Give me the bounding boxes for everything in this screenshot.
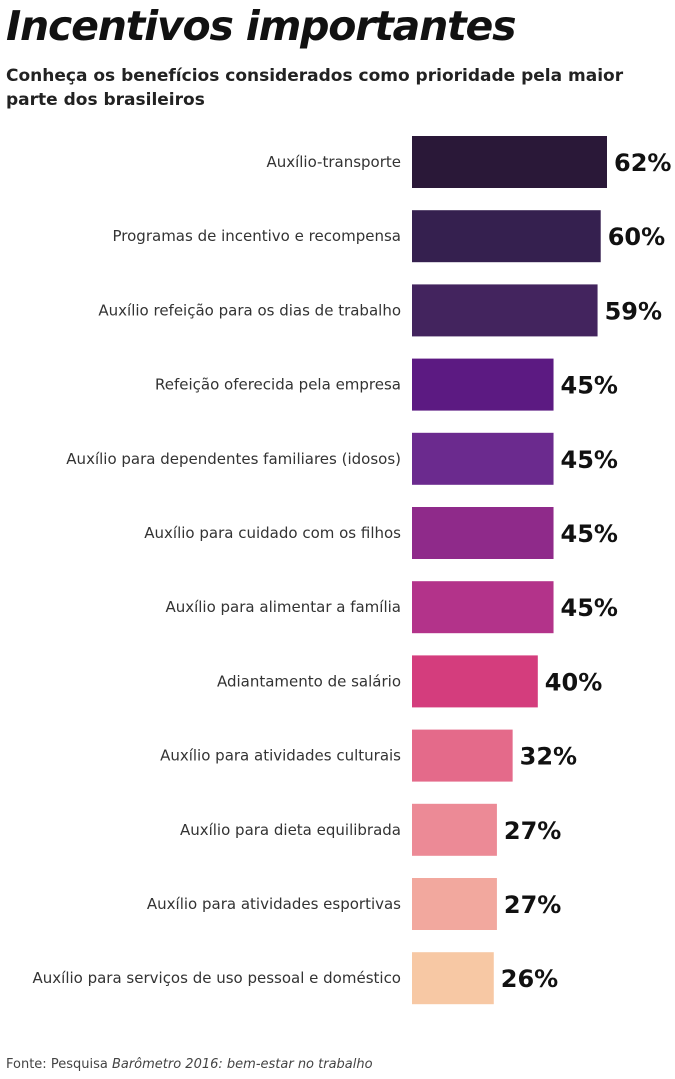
value-label-10: 27% bbox=[504, 817, 561, 845]
bar-11 bbox=[412, 878, 497, 930]
category-label-7: Auxílio para alimentar a família bbox=[165, 598, 401, 616]
category-label-4: Refeição oferecida pela empresa bbox=[155, 376, 401, 394]
bar-1 bbox=[412, 136, 607, 188]
category-label-12: Auxílio para serviços de uso pessoal e d… bbox=[33, 969, 402, 987]
category-label-1: Auxílio-transporte bbox=[266, 153, 401, 171]
value-label-8: 40% bbox=[545, 668, 602, 696]
source-name: Barômetro 2016: bem-estar no trabalho bbox=[111, 1057, 373, 1072]
category-label-3: Auxílio refeição para os dias de trabalh… bbox=[98, 301, 401, 319]
category-label-10: Auxílio para dieta equilibrada bbox=[180, 821, 401, 839]
source-note: Fonte: Pesquisa Barômetro 2016: bem-esta… bbox=[6, 1057, 373, 1072]
value-label-2: 60% bbox=[608, 223, 665, 251]
category-label-8: Adiantamento de salário bbox=[217, 672, 401, 690]
category-label-9: Auxílio para atividades culturais bbox=[160, 747, 401, 765]
chart-title: Incentivos importantes bbox=[6, 2, 517, 50]
category-label-5: Auxílio para dependentes familiares (ido… bbox=[66, 450, 401, 468]
value-label-9: 32% bbox=[520, 743, 577, 771]
bar-8 bbox=[412, 655, 538, 708]
category-label-6: Auxílio para cuidado com os filhos bbox=[144, 524, 401, 542]
value-label-11: 27% bbox=[504, 891, 561, 919]
value-label-4: 45% bbox=[561, 372, 618, 400]
category-label-2: Programas de incentivo e recompensa bbox=[113, 227, 401, 245]
bar-7 bbox=[412, 581, 554, 634]
bar-6 bbox=[412, 507, 554, 559]
value-label-7: 45% bbox=[561, 594, 618, 622]
bar-10 bbox=[412, 803, 497, 856]
bar-3 bbox=[412, 284, 598, 337]
value-label-5: 45% bbox=[561, 446, 618, 474]
value-label-12: 26% bbox=[501, 965, 558, 993]
bar-5 bbox=[412, 432, 554, 485]
category-label-11: Auxílio para atividades esportivas bbox=[147, 895, 401, 913]
value-label-1: 62% bbox=[614, 149, 671, 177]
bar-2 bbox=[412, 210, 601, 263]
bar-4 bbox=[412, 358, 554, 411]
chart-subtitle: Conheça os benefícios considerados como … bbox=[6, 66, 624, 110]
bar-9 bbox=[412, 729, 513, 782]
value-label-3: 59% bbox=[605, 297, 662, 325]
value-label-6: 45% bbox=[561, 520, 618, 548]
bar-12 bbox=[412, 952, 494, 1005]
source-prefix: Fonte: Pesquisa bbox=[6, 1057, 112, 1072]
